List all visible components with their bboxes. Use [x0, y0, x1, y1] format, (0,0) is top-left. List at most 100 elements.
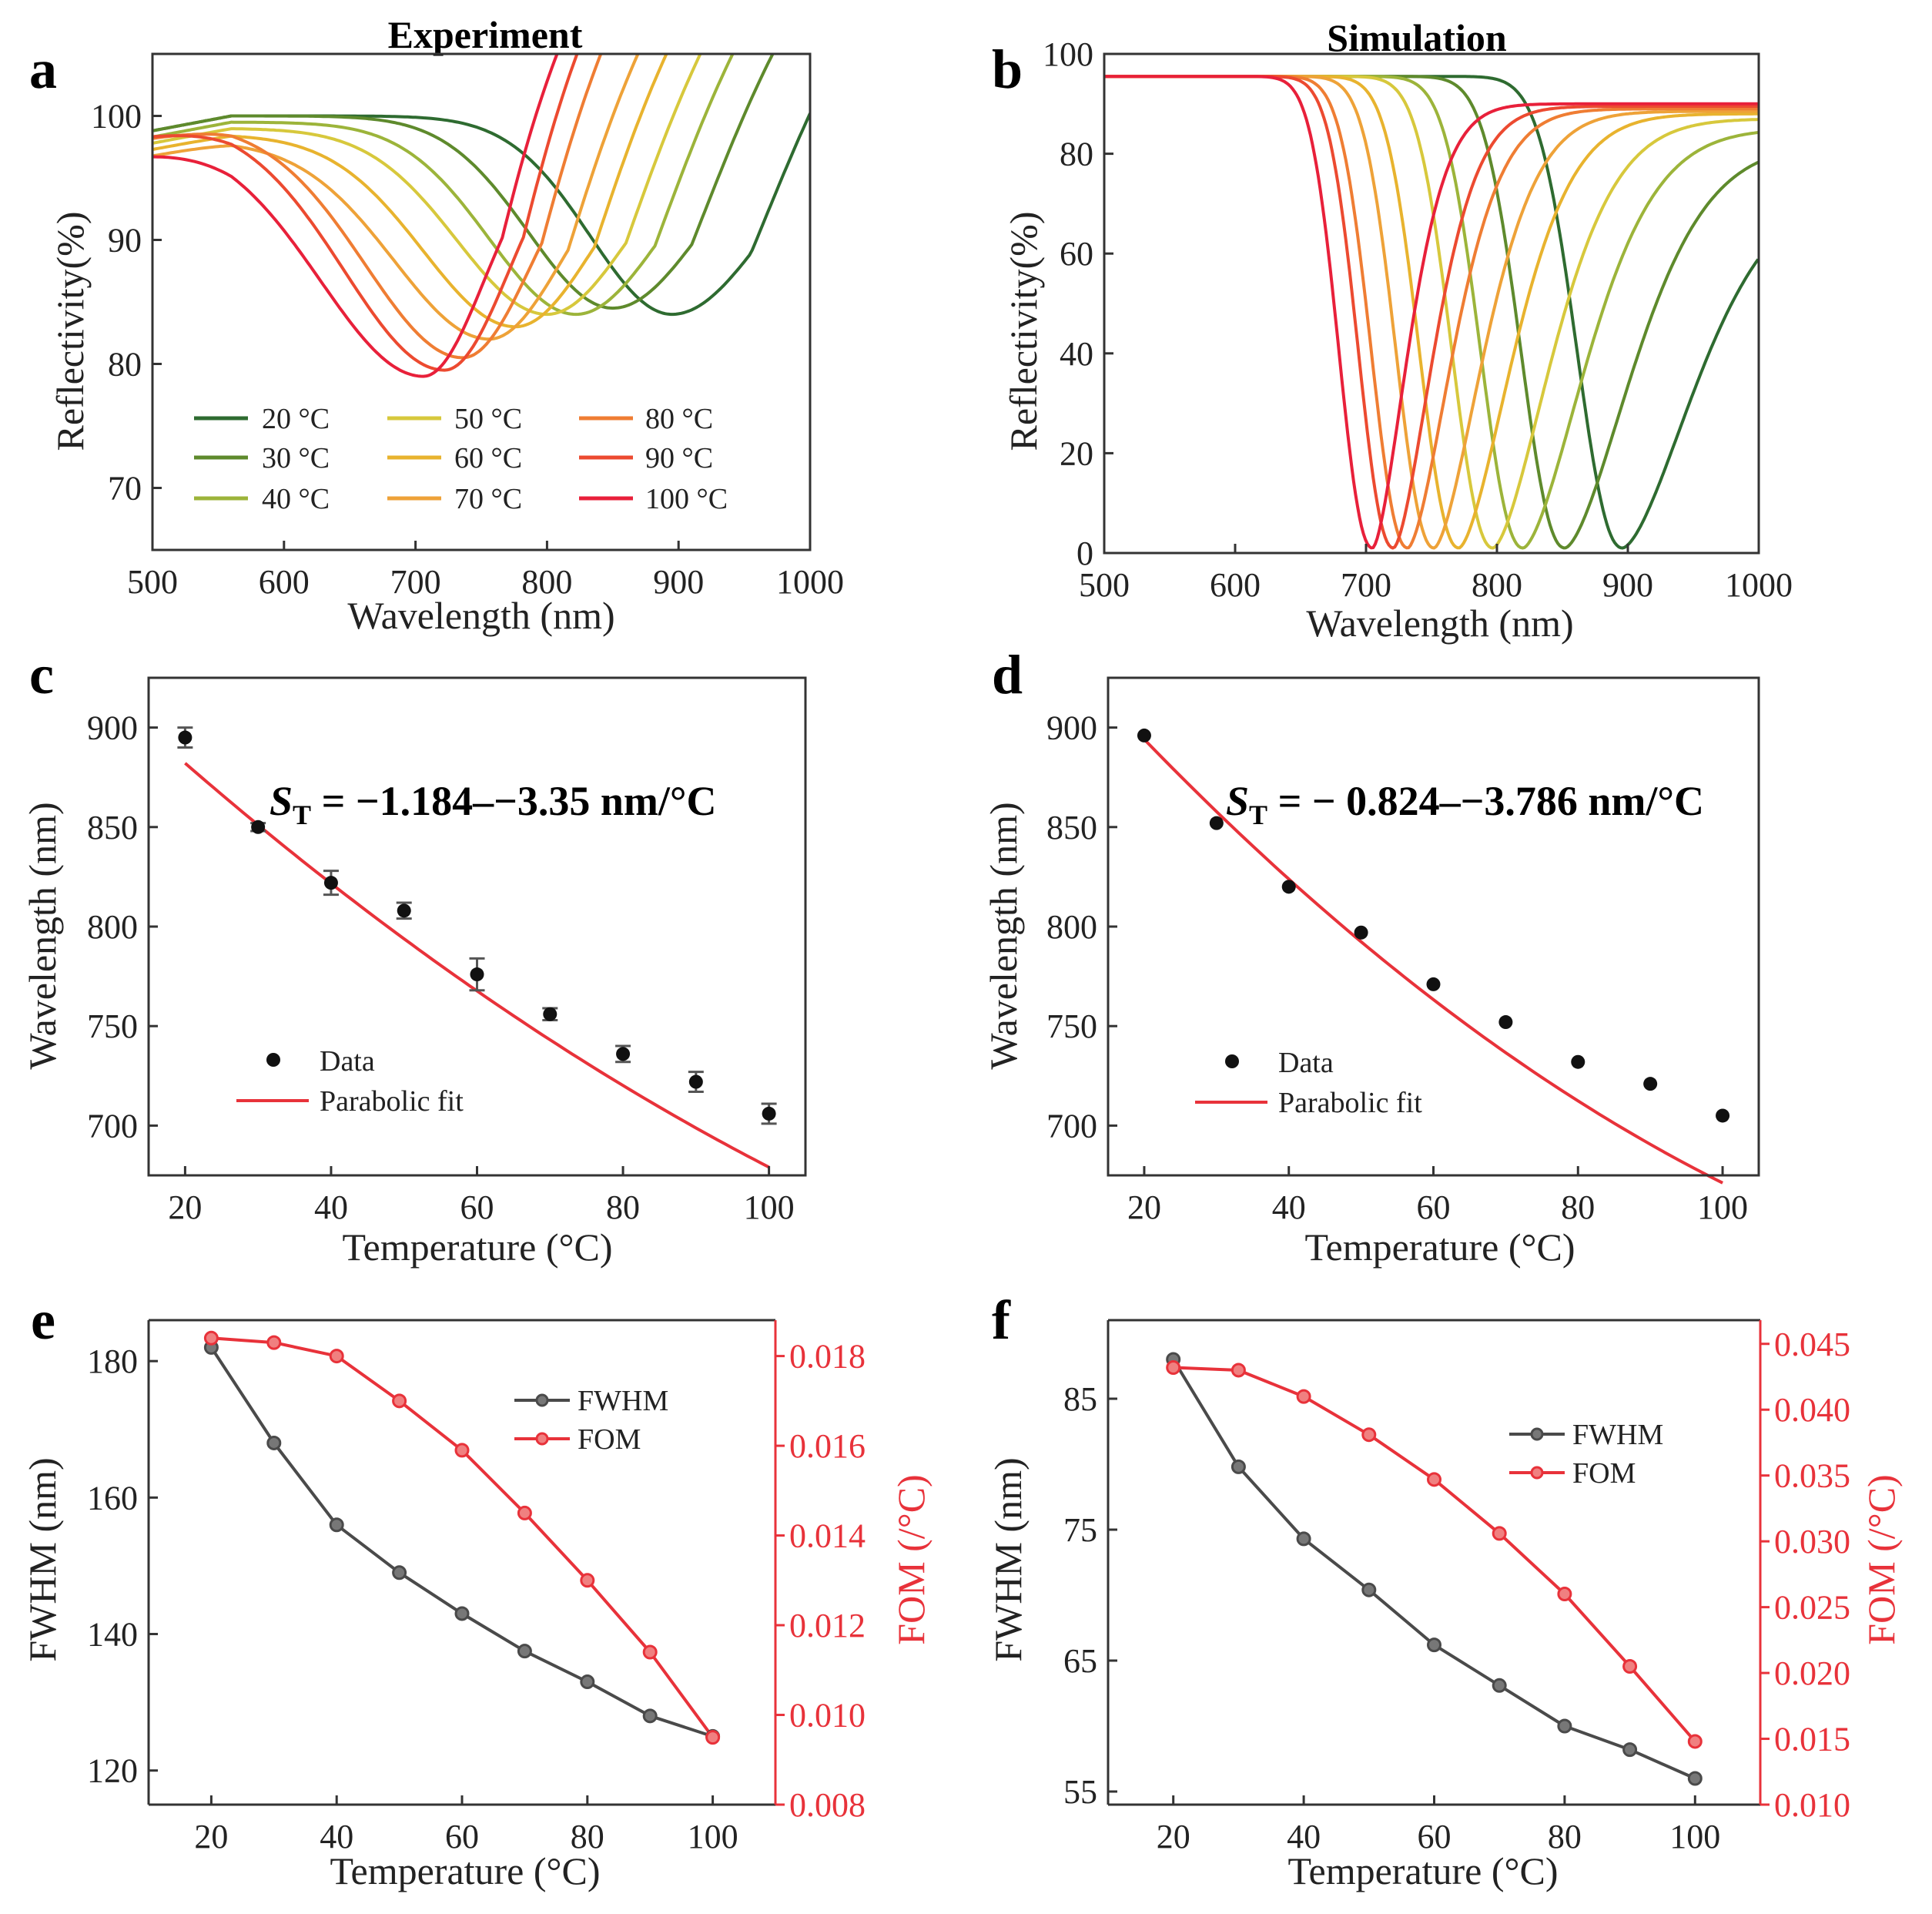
panel-d-x-tick-label: 60: [1417, 1188, 1451, 1226]
panel-f-fwhm-point: [1231, 1459, 1246, 1474]
panel-f-right-tick-label: 0.040: [1774, 1391, 1850, 1429]
panel-e-right-tick-label: 0.018: [789, 1338, 866, 1376]
panel-c-x-tick-label: 40: [314, 1188, 348, 1226]
panel-e-left-y-tick-label: 140: [87, 1616, 138, 1654]
panel-e-fom-point: [454, 1443, 470, 1458]
panel-d-legend-marker: [1225, 1054, 1239, 1068]
panel-e-letter: e: [31, 1289, 55, 1351]
panel-b-x-tick-label: 1000: [1725, 566, 1793, 604]
panel-a-x-tick-label: 600: [259, 563, 310, 601]
panel-a-series-4: [152, 54, 702, 317]
panel-f-letter: f: [992, 1289, 1011, 1351]
panel-e-right-tick-label: 0.010: [789, 1697, 866, 1735]
panel-b-y-tick-label: 20: [1060, 434, 1093, 472]
panel-a-plot-area: 500 600 700 800 900 1000 70 80 90 100 20 °C 30 °C 40…: [91, 52, 844, 601]
panel-a-x-tick-label: 700: [390, 563, 441, 601]
panel-a-x-label: Wavelength (nm): [347, 594, 614, 637]
panel-f-fom-point: [1296, 1389, 1311, 1404]
panel-f-right-tick-label: 0.045: [1774, 1326, 1850, 1363]
panel-d-x-tick-label: 100: [1697, 1188, 1748, 1226]
panel-e-x-tick-label: 80: [571, 1818, 604, 1855]
panel-e-y-label-left: FWHM (nm): [21, 1457, 64, 1661]
panel-d-x-tick-label: 20: [1127, 1188, 1161, 1226]
panel-c-plot-area: 20 40 60 80 100 700 750 800 850 900 Data Parabolic …: [87, 676, 807, 1226]
panel-d-x-label: Temperature (°C): [1304, 1225, 1575, 1269]
panel-e-fwhm-point: [392, 1565, 407, 1580]
panel-d-data-point: [1354, 925, 1368, 940]
panel-e-fom-point: [329, 1349, 344, 1364]
panel-b-y-tick-label: 80: [1060, 136, 1093, 173]
panel-a-legend-label: 20 °C: [262, 403, 330, 435]
panel-e-legend-fwhm-marker: [535, 1393, 549, 1407]
panel-e-y-label-right: FOM (/°C): [889, 1474, 933, 1644]
panel-d-data-point: [1209, 816, 1224, 830]
panel-b: b Simulation 500 600 700 800 900 1000 0 20 40 60 8…: [992, 16, 1793, 645]
panel-e-fom-point: [580, 1573, 595, 1588]
panel-f-right-tick-label: 0.025: [1774, 1589, 1850, 1627]
panel-a-curves: [152, 54, 810, 378]
panel-e: e 20 40 60 80 100 120 140 160 180 0.008 0.010 0.012…: [21, 1289, 933, 1892]
panel-d-x-tick-label: 80: [1561, 1188, 1595, 1226]
panel-f-fom-point: [1166, 1360, 1181, 1376]
panel-d-letter: d: [992, 644, 1023, 706]
panel-c-data-point: [688, 1074, 703, 1089]
panel-a-legend-label: 90 °C: [645, 442, 713, 474]
panel-a-legend-label: 30 °C: [262, 442, 330, 474]
panel-f-x-label: Temperature (°C): [1287, 1849, 1558, 1892]
panel-d-legend-fit-label: Parabolic fit: [1278, 1087, 1422, 1119]
panel-f-legend-fwhm-marker: [1530, 1427, 1544, 1441]
panel-e-left-y-tick-label: 120: [87, 1752, 138, 1790]
panel-f-right-tick-label: 0.010: [1774, 1786, 1850, 1824]
panel-b-axis-frame: [1103, 52, 1760, 555]
panel-f-right-tick-label: 0.035: [1774, 1457, 1850, 1495]
panel-f-fom-point: [1361, 1427, 1377, 1443]
panel-c-y-label: Wavelength (nm): [21, 802, 64, 1069]
panel-c-x-label: Temperature (°C): [342, 1225, 612, 1269]
panel-f-left-y-tick-label: 55: [1063, 1773, 1097, 1811]
panel-c-y-tick-label: 700: [87, 1107, 138, 1145]
panel-c-sensitivity-annotation: ST = −1.184–−3.35 nm/°C: [270, 778, 716, 830]
panel-f-right-tick-label: 0.020: [1774, 1654, 1850, 1692]
panel-c-annotation-subscript: T: [293, 799, 311, 830]
panel-d-annotation-subscript: T: [1249, 799, 1267, 830]
panel-f-fwhm-point: [1427, 1637, 1441, 1653]
panel-f-x-tick-label: 20: [1157, 1818, 1190, 1855]
panel-a-x-tick-label: 800: [521, 563, 572, 601]
panel-f-legend-fom-label: FOM: [1572, 1457, 1636, 1490]
panel-b-title: Simulation: [1327, 16, 1507, 59]
panel-f-plot-area: 20 40 60 80 100 55 65 75 85 0.010 0.015 0.020 0.025 0…: [1063, 1319, 1850, 1855]
panel-d-y-label: Wavelength (nm): [982, 802, 1025, 1069]
panel-e-legend-fom-marker: [535, 1432, 549, 1446]
panel-c-y-tick-label: 800: [87, 908, 138, 946]
panel-a-y-label: Reflectivity(%): [49, 212, 92, 451]
panel-e-fom-point: [705, 1730, 721, 1745]
panel-b-y-tick-label: 100: [1043, 35, 1093, 73]
panel-f-x-tick-label: 40: [1287, 1818, 1321, 1855]
panel-e-x-tick-label: 20: [194, 1818, 228, 1855]
panel-a-axis-frame: [151, 52, 812, 551]
panel-c-annotation-symbol: S: [270, 778, 293, 824]
panel-f-x-tick-label: 60: [1418, 1818, 1452, 1855]
panel-b-x-tick-label: 900: [1602, 566, 1653, 604]
panel-e-right-tick-label: 0.012: [789, 1607, 866, 1644]
panel-e-fom-point: [517, 1505, 532, 1520]
panel-e-fom-point: [203, 1330, 219, 1346]
panel-b-y-tick-label: 60: [1060, 235, 1093, 273]
panel-d-sensitivity-annotation: ST = − 0.824–−3.786 nm/°C: [1226, 778, 1704, 830]
panel-e-fom-point: [642, 1644, 658, 1660]
panel-e-legend-fom-label: FOM: [578, 1423, 641, 1456]
panel-f-left-y-tick-label: 85: [1063, 1380, 1097, 1418]
panel-f-fom-point: [1622, 1659, 1638, 1674]
panel-e-plot-area: 20 40 60 80 100 120 140 160 180 0.008 0.010 0.012 0.…: [87, 1319, 866, 1855]
panel-d-data-point: [1281, 880, 1296, 894]
panel-b-y-label: Reflectivity(%): [1002, 212, 1045, 451]
panel-c-legend-marker: [266, 1053, 280, 1067]
panel-e-legend-fwhm-label: FWHM: [578, 1385, 668, 1417]
panel-a-x-tick-label: 900: [653, 563, 704, 601]
panel-d-y-tick-label: 700: [1046, 1107, 1097, 1145]
panel-a-x-tick-label: 1000: [776, 563, 844, 601]
panel-c-data-point: [543, 1007, 558, 1021]
panel-f-fwhm-point: [1687, 1771, 1703, 1786]
panel-c-y-tick-label: 850: [87, 809, 138, 846]
